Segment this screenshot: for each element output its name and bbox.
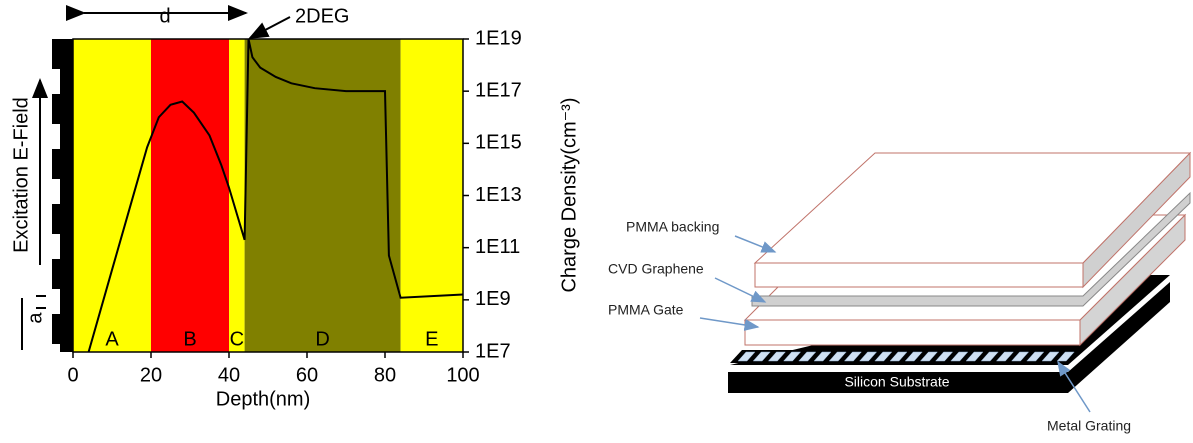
region-label: C [230,328,244,350]
x-axis-title: Depth(nm) [216,388,310,410]
x-tick-label: 0 [67,364,78,386]
grating-tooth [52,149,60,179]
grating-tooth [52,314,60,344]
label: Metal Grating [1047,418,1131,434]
grating-tooth [52,259,60,289]
figure: A B C D E 0 20 40 60 80 1001E7 1E9 1E11 1E13 1E15 1E17 1… [0,0,1193,438]
y-tick-label: 1E17 [475,79,522,101]
region [151,39,229,352]
x-tick-label: 20 [140,364,162,386]
region-label: B [183,328,196,350]
x-tick-label: 60 [296,364,318,386]
annotation: d [159,5,170,27]
x-tick-label: 40 [218,364,240,386]
diagram: PMMA backing CVD Graphene PMMA Gate Sili… [608,153,1190,434]
label: Silicon Substrate [844,374,949,390]
2deg-arrow [250,17,290,38]
y-tick-label: 1E7 [475,340,511,362]
arrow [735,236,775,252]
region-label: A [105,328,119,350]
y-axis-title: Charge Density(cm⁻³) [558,97,580,292]
page: {"chart_data": {"type": "line", "x_label… [0,0,1193,438]
grating-tooth [52,94,60,124]
x-tick-label: 100 [446,364,479,386]
y-tick-label: 1E19 [475,27,522,49]
region-label: D [315,328,329,350]
region [73,39,151,352]
label: CVD Graphene [608,261,704,277]
region-label: E [425,328,438,350]
gate-front [745,320,1080,345]
grating-strip [60,39,73,352]
label: PMMA backing [626,219,719,235]
annotation: 2DEG [295,5,349,27]
y-tick-label: 1E15 [475,132,522,154]
grating [730,350,1080,363]
y-tick-label: 1E13 [475,184,522,206]
y-tick-label: 1E11 [475,236,520,258]
backing-front [755,263,1083,287]
side-label: Excitation E-Field [10,97,32,253]
grating-tooth [52,204,60,234]
grating-tooth [52,39,60,69]
y-tick-label: 1E9 [475,288,511,310]
annotation: a [24,312,46,324]
label: PMMA Gate [608,302,684,318]
region [401,39,463,352]
x-tick-label: 80 [374,364,396,386]
region [245,39,401,352]
